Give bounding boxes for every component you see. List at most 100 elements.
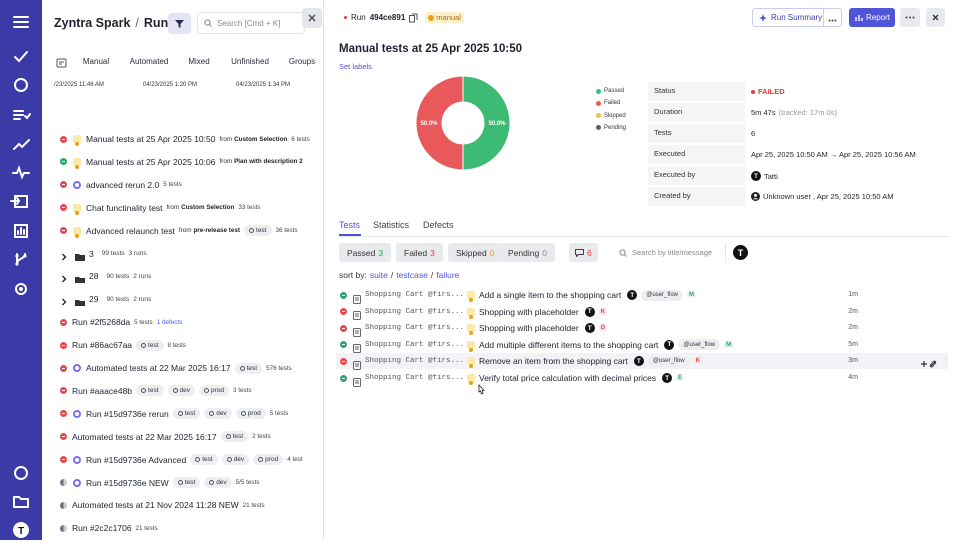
list-icon[interactable] (13, 110, 31, 120)
detail-tab[interactable]: Statistics (373, 220, 410, 230)
run-filter-tab[interactable]: Mixed (188, 57, 210, 66)
detail-tab[interactable]: Defects (423, 220, 454, 230)
trend-icon[interactable] (13, 139, 30, 150)
search-placeholder: Search [Cmd + K] (217, 18, 281, 28)
tab-filter-icon (56, 56, 68, 74)
mixed-run-icon (73, 364, 81, 372)
status-filter-chip[interactable]: Failed 3 (396, 243, 443, 262)
pulse-icon[interactable] (12, 165, 30, 180)
help-icon[interactable] (14, 466, 28, 480)
check-icon[interactable] (14, 51, 28, 63)
test-search-box[interactable]: Search by title/message (614, 243, 726, 262)
status-mark (342, 377, 345, 379)
test-suite: Shopping Cart @firs... (365, 357, 463, 366)
run-row[interactable]: Run #2c2c1706 21 tests (60, 521, 322, 535)
comments-chip[interactable]: 6 (569, 243, 598, 262)
test-assignee-avatar: T (633, 356, 644, 367)
sort-option[interactable]: failure (436, 270, 460, 280)
run-filter-tab[interactable]: Manual (82, 57, 110, 66)
run-row[interactable]: Run #86ac67aa test 8 tests (60, 338, 322, 352)
settings-icon[interactable] (15, 283, 27, 295)
run-summary-button[interactable]: Run Summary (752, 8, 842, 27)
run-row[interactable]: Manual tests at 25 Apr 2025 10:50 from Cus… (60, 132, 322, 146)
test-title: Shopping with placeholder (479, 306, 579, 317)
test-row[interactable]: Shopping Cart @firs... Remove an item fro… (340, 355, 702, 370)
run-title: Automated tests at 22 Mar 2025 16:17 (86, 363, 231, 373)
test-row[interactable]: Shopping Cart @firs... Add a single item … (340, 289, 697, 304)
run-row[interactable]: Run #15d9736e NEW test dev 5/5 tests (60, 476, 322, 490)
copy-icon[interactable] (409, 13, 418, 23)
test-duration: 4m (848, 374, 858, 381)
folder-icon[interactable] (13, 496, 29, 508)
more-options (824, 9, 841, 27)
status-filter-chip[interactable]: Skipped 0 (448, 243, 503, 262)
more-button[interactable] (900, 8, 920, 27)
test-row[interactable]: Shopping Cart @firs... Add multiple diffe… (340, 339, 734, 354)
detail-value: 6 (751, 129, 755, 138)
run-test-count: 5/5 tests (235, 479, 260, 486)
status-filter-chip[interactable]: Pending 0 (500, 243, 555, 262)
run-defect-count[interactable]: 1 defects (156, 318, 183, 326)
run-row[interactable]: Run #2f5268da 5 tests 1 defects (60, 315, 322, 329)
run-row[interactable]: Chat functinality test from Custom Selecti… (60, 201, 322, 215)
stats-icon[interactable] (14, 224, 28, 238)
run-row[interactable]: advanced rerun 2.0 5 tests (60, 178, 322, 192)
run-row[interactable]: Run #15d9736e Advanced test dev prod 4 test (60, 453, 322, 467)
close-button[interactable] (926, 8, 945, 27)
close-search-button[interactable] (302, 8, 322, 28)
run-row[interactable]: Automated tests at 21 Nov 2024 11:28 NEW… (60, 498, 322, 512)
set-labels-link[interactable]: Set labels (339, 62, 372, 71)
run-group-row[interactable]: 28 90 tests 2 runs (60, 269, 322, 284)
play-icon[interactable] (14, 78, 28, 92)
tag-label: test (184, 479, 196, 486)
mixed-run-icon (73, 180, 81, 189)
test-row[interactable]: Shopping Cart @firs... Verify total price… (340, 372, 685, 387)
import-icon[interactable] (10, 195, 28, 208)
search-box[interactable]: Search [Cmd + K] (197, 12, 305, 34)
filter-button[interactable] (168, 13, 191, 34)
run-filter-tab[interactable]: Unfinished (231, 57, 269, 66)
menu-icon[interactable] (13, 16, 29, 28)
test-label-letter: M (687, 292, 697, 298)
run-row[interactable]: Run #15d9736e rerun test dev prod 5 tests (60, 407, 322, 421)
status-filter-chip[interactable]: Passed 3 (339, 243, 392, 262)
run-row[interactable]: Automated tests at 22 Mar 2025 16:17 test… (60, 430, 322, 444)
chip-label: Failed (404, 247, 428, 258)
run-filter-tab[interactable]: Groups (288, 57, 316, 66)
run-row[interactable]: Manual tests at 25 Apr 2025 10:06 from Pla… (60, 155, 322, 169)
tag-gear-icon (204, 388, 209, 394)
run-group-row[interactable]: 3 99 tests 3 runs (60, 247, 322, 261)
org-name[interactable]: Zyntra Spark (54, 16, 131, 30)
detail-note: (tracked: 17m 0s) (778, 108, 837, 117)
run-title: Manual tests at 25 Apr 2025 10:06 (86, 156, 216, 167)
test-assignee-avatar: T (627, 290, 638, 300)
status-icon (60, 456, 67, 464)
assignee-avatar[interactable]: T (733, 245, 748, 260)
run-filter-tab[interactable]: Automated (129, 57, 169, 66)
run-group-row[interactable]: 29 90 tests 2 runs (60, 292, 322, 307)
run-row[interactable]: Run #aaace48b test dev prod 3 tests (60, 384, 322, 398)
run-source: pre-release test (193, 227, 241, 235)
test-title: Shopping with placeholder (479, 323, 579, 334)
run-row[interactable]: Automated tests at 22 Mar 2025 16:17 test… (60, 361, 322, 375)
manual-test-icon (467, 340, 475, 352)
status-mark (342, 344, 345, 346)
user-avatar[interactable] (13, 522, 29, 538)
run-tag: dev (204, 408, 232, 420)
manual-run-icon (73, 226, 81, 238)
report-button[interactable]: Report (849, 8, 895, 27)
detail-text: Unknown user , Apr 25, 2025 10:50 AM (763, 192, 894, 201)
sort-option[interactable]: suite (369, 270, 388, 280)
status-icon (60, 387, 67, 395)
sort-option[interactable]: testcase (396, 270, 428, 280)
test-row[interactable]: Shopping Cart @firs... Shopping with plac… (340, 306, 608, 321)
tag-gear-icon (226, 457, 232, 463)
breadcrumb-separator: / (135, 16, 139, 30)
sidebar: T (0, 0, 42, 540)
detail-tab[interactable]: Tests (339, 220, 361, 230)
chip-label: Skipped (456, 247, 487, 258)
test-row[interactable]: Shopping Cart @firs... Shopping with plac… (340, 322, 608, 337)
run-row[interactable]: Advanced relaunch test from pre-release te… (60, 224, 322, 238)
tag-label: test (148, 341, 159, 349)
button-label: Run Summary (771, 13, 823, 22)
